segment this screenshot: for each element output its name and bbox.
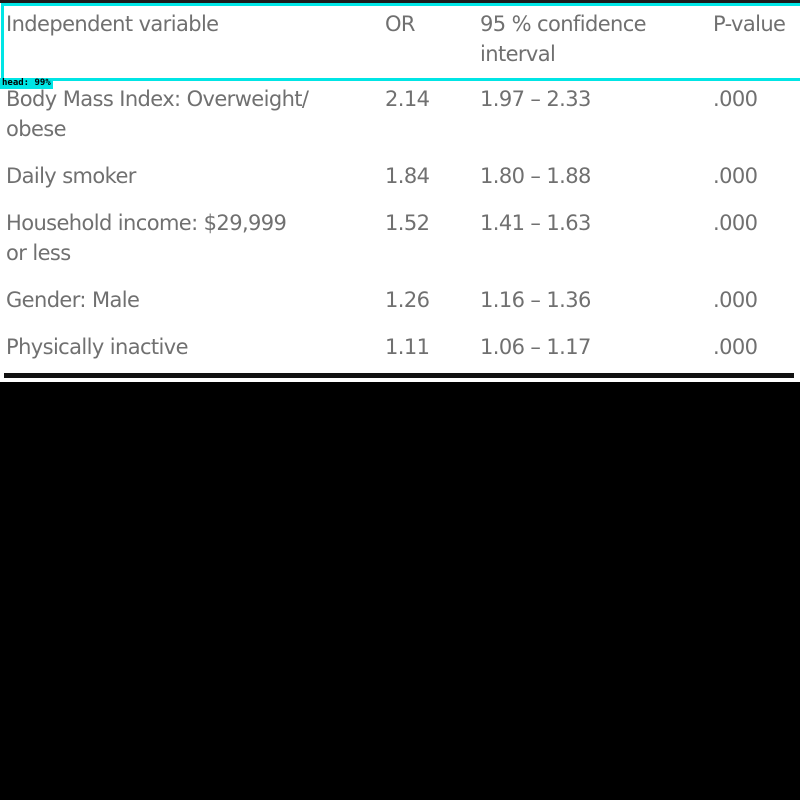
row-3-variable-line1: Household income: $29,999	[6, 211, 287, 235]
row-4-variable-line1: Gender: Male	[6, 288, 140, 312]
header-or: OR	[385, 12, 416, 36]
row-2-or: 1.84	[385, 164, 430, 188]
row-2-variable-line1: Daily smoker	[6, 164, 136, 188]
row-1-variable-line1: Body Mass Index: Overweight/	[6, 87, 309, 111]
row-4-p-value: .000	[713, 288, 758, 312]
head-detection-box	[1, 3, 800, 81]
row-5-p-value: .000	[713, 335, 758, 359]
head-detection-label: head: 99%	[0, 78, 53, 89]
header-confidence-interval-line1: 95 % confidence	[480, 12, 647, 36]
row-2-p-value: .000	[713, 164, 758, 188]
row-1-p-value: .000	[713, 87, 758, 111]
row-5-or: 1.11	[385, 335, 430, 359]
results-table: Independent variable OR 95 % confidence …	[0, 0, 800, 382]
row-3-or: 1.52	[385, 211, 430, 235]
header-independent-variable: Independent variable	[6, 12, 219, 36]
table-bottom-rule	[4, 373, 794, 378]
row-4-ci: 1.16 – 1.36	[480, 288, 591, 312]
row-3-variable-line2: or less	[6, 241, 71, 265]
table-top-rule	[0, 0, 800, 3]
row-4-or: 1.26	[385, 288, 430, 312]
row-1-ci: 1.97 – 2.33	[480, 87, 591, 111]
row-3-p-value: .000	[713, 211, 758, 235]
row-1-or: 2.14	[385, 87, 430, 111]
header-p-value: P-value	[713, 12, 786, 36]
row-2-ci: 1.80 – 1.88	[480, 164, 591, 188]
row-5-variable-line1: Physically inactive	[6, 335, 189, 359]
row-5-ci: 1.06 – 1.17	[480, 335, 591, 359]
header-confidence-interval-line2: interval	[480, 42, 556, 66]
row-3-ci: 1.41 – 1.63	[480, 211, 591, 235]
row-1-variable-line2: obese	[6, 117, 67, 141]
